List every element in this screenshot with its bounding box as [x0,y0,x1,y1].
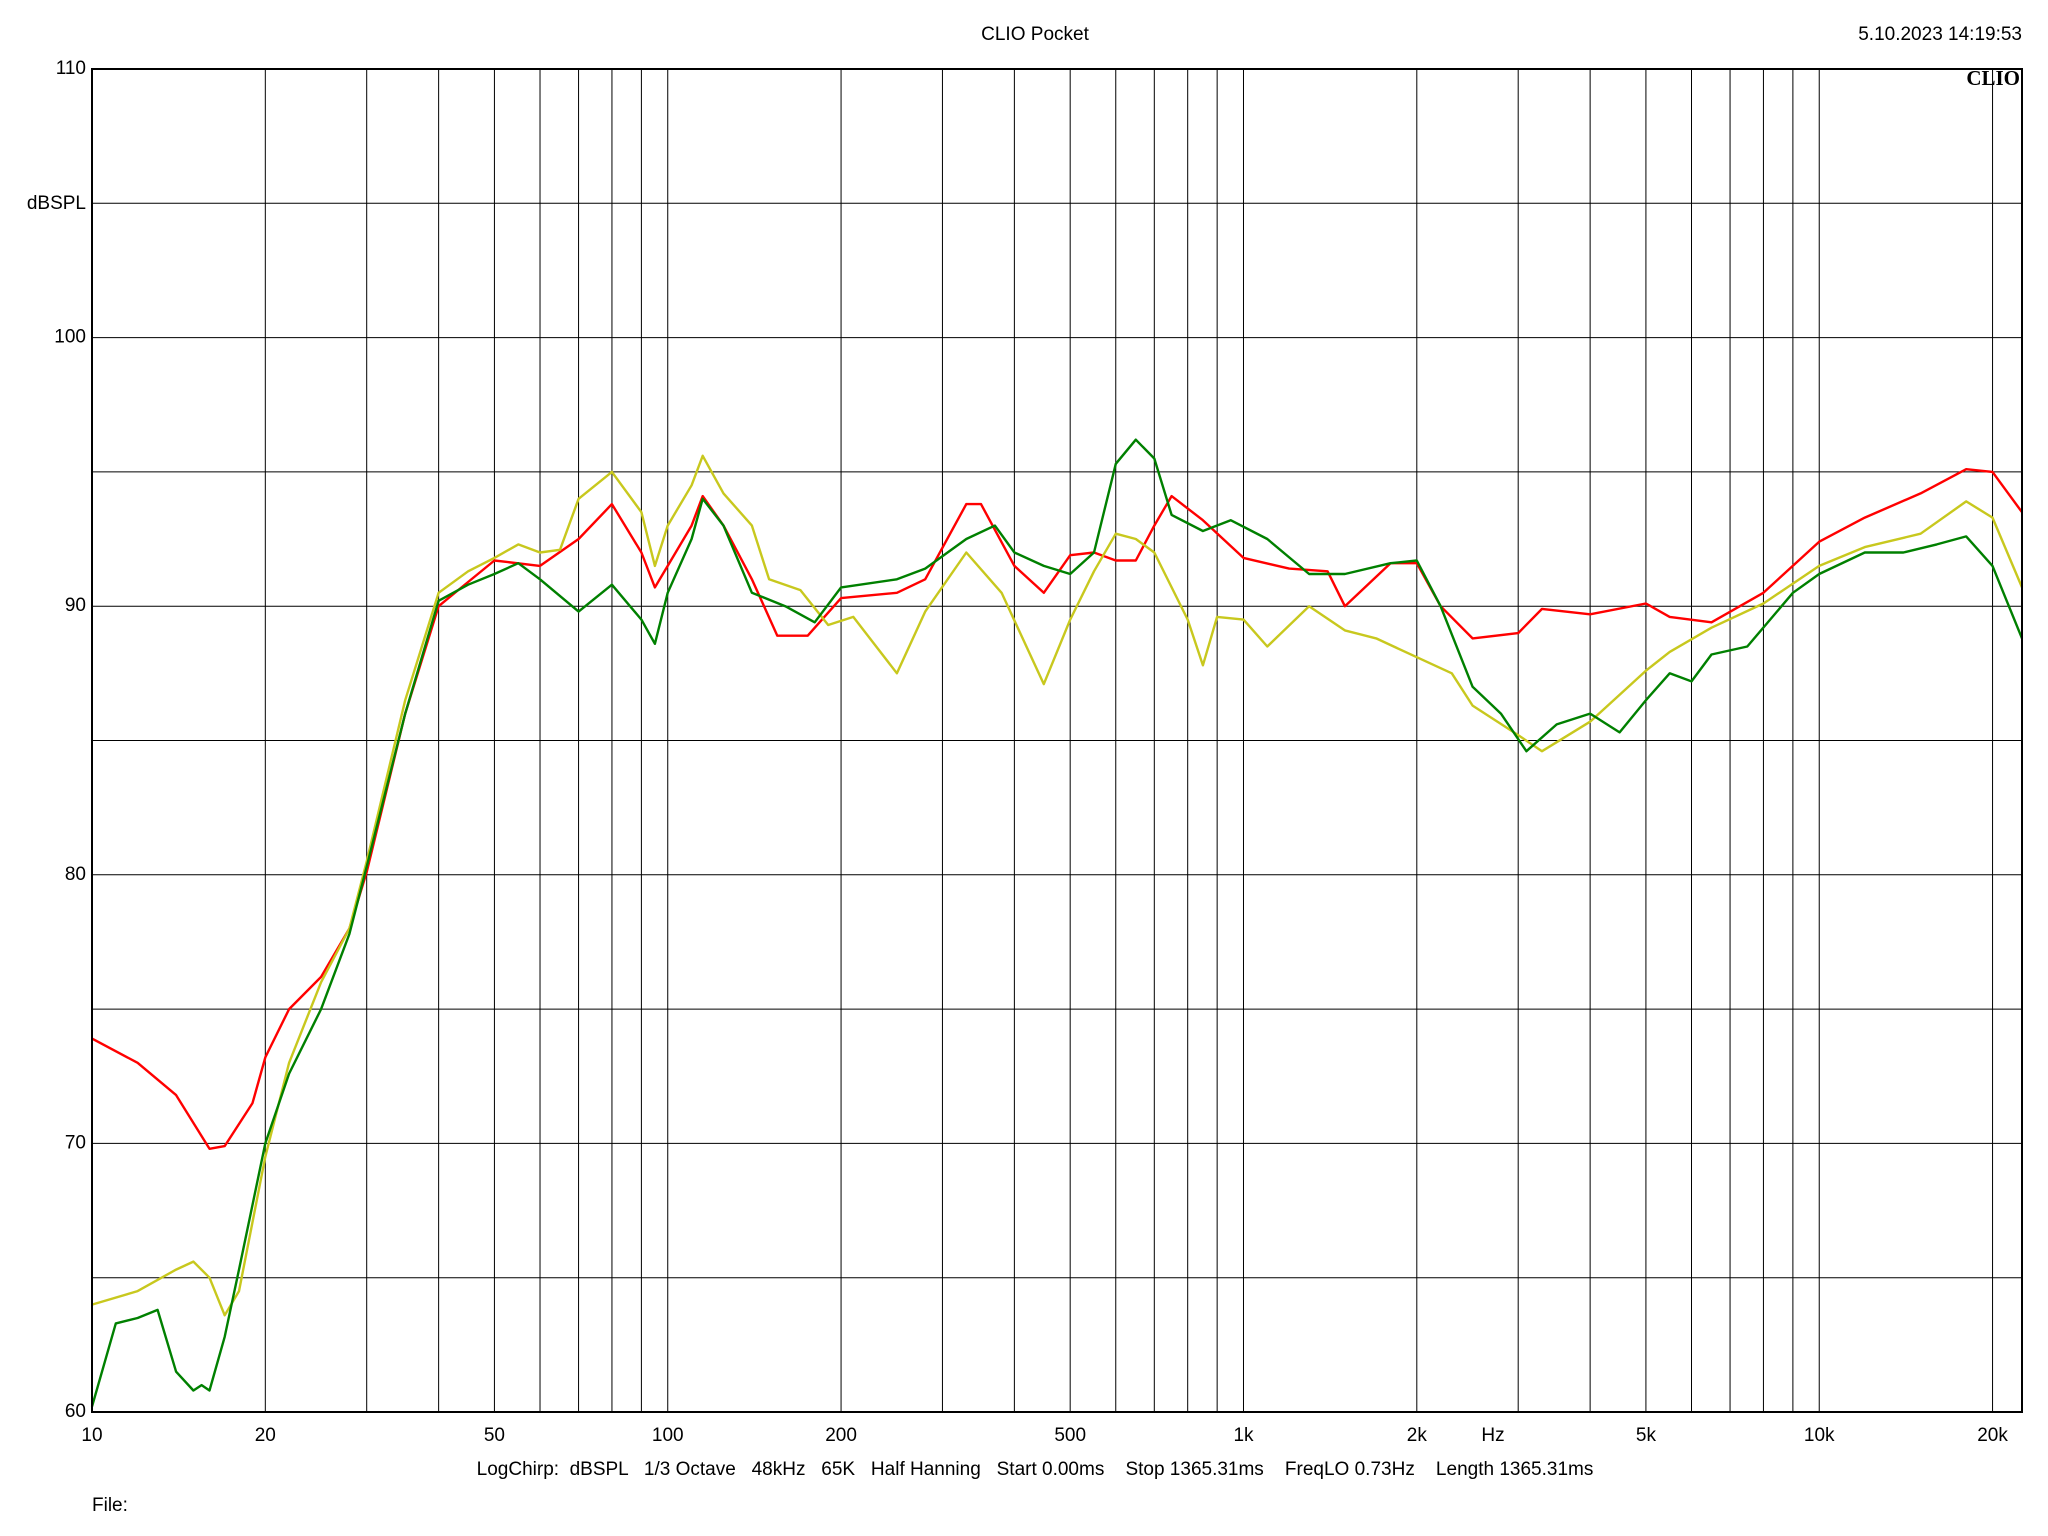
y-tick-label: 100 [54,327,86,348]
x-tick-label: 20 [255,1425,276,1446]
y-tick-label: 70 [65,1132,86,1153]
x-tick-label: 20k [1977,1425,2008,1446]
x-tick-label: 100 [652,1425,684,1446]
chart-title: CLIO Pocket [981,24,1089,45]
x-tick-label: 5k [1636,1425,1657,1446]
x-tick-label: 10k [1804,1425,1835,1446]
series-line [91,454,2024,1317]
x-tick-label: 200 [825,1425,857,1446]
y-tick-label: 60 [65,1401,86,1422]
plot-frame [91,68,2023,1413]
y-tick-label: 110 [56,58,86,79]
x-tick-label: 2k [1407,1425,1428,1446]
x-axis-label: Hz [1481,1425,1504,1446]
timestamp: 5.10.2023 14:19:53 [1858,24,2022,45]
x-tick-label: 1k [1233,1425,1254,1446]
file-label: File: [92,1495,128,1516]
x-tick-label: 50 [484,1425,505,1446]
footer: LogChirp: dBSPL 1/3 Octave 48kHz 65K Hal… [477,1459,1594,1480]
y-tick-label: 90 [65,595,86,616]
x-tick-label: 10 [81,1425,102,1446]
x-tick-label: 500 [1054,1425,1086,1446]
series-line [90,438,2024,1407]
y-tick-label: 80 [65,864,86,885]
y-axis-label: dBSPL [27,193,86,214]
